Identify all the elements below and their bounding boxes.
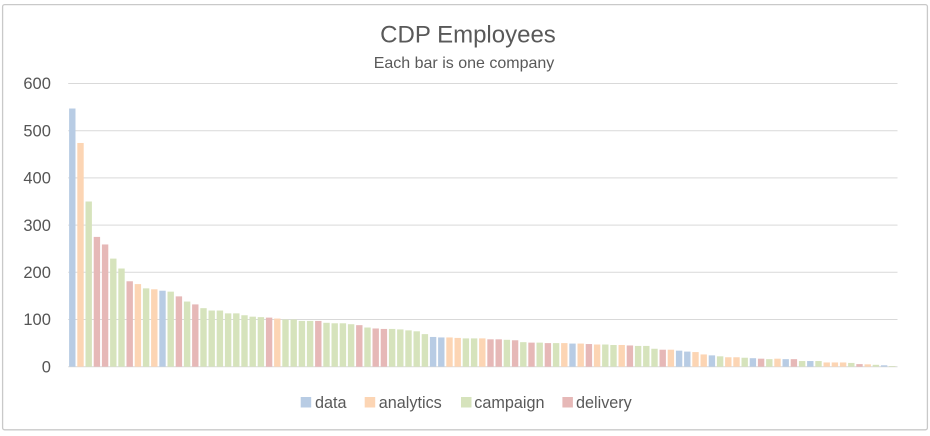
svg-text:campaign: campaign — [474, 394, 544, 412]
svg-text:CDP Employees: CDP Employees — [380, 22, 556, 49]
svg-text:analytics: analytics — [379, 394, 442, 412]
svg-text:data: data — [315, 394, 347, 412]
svg-text:600: 600 — [23, 75, 51, 93]
svg-text:500: 500 — [23, 122, 51, 140]
svg-text:300: 300 — [23, 217, 51, 235]
svg-text:400: 400 — [23, 170, 51, 188]
svg-text:200: 200 — [23, 264, 51, 282]
svg-text:delivery: delivery — [576, 394, 633, 412]
svg-text:0: 0 — [42, 358, 51, 376]
svg-text:Each bar is one company: Each bar is one company — [374, 55, 555, 72]
svg-text:100: 100 — [23, 311, 51, 329]
